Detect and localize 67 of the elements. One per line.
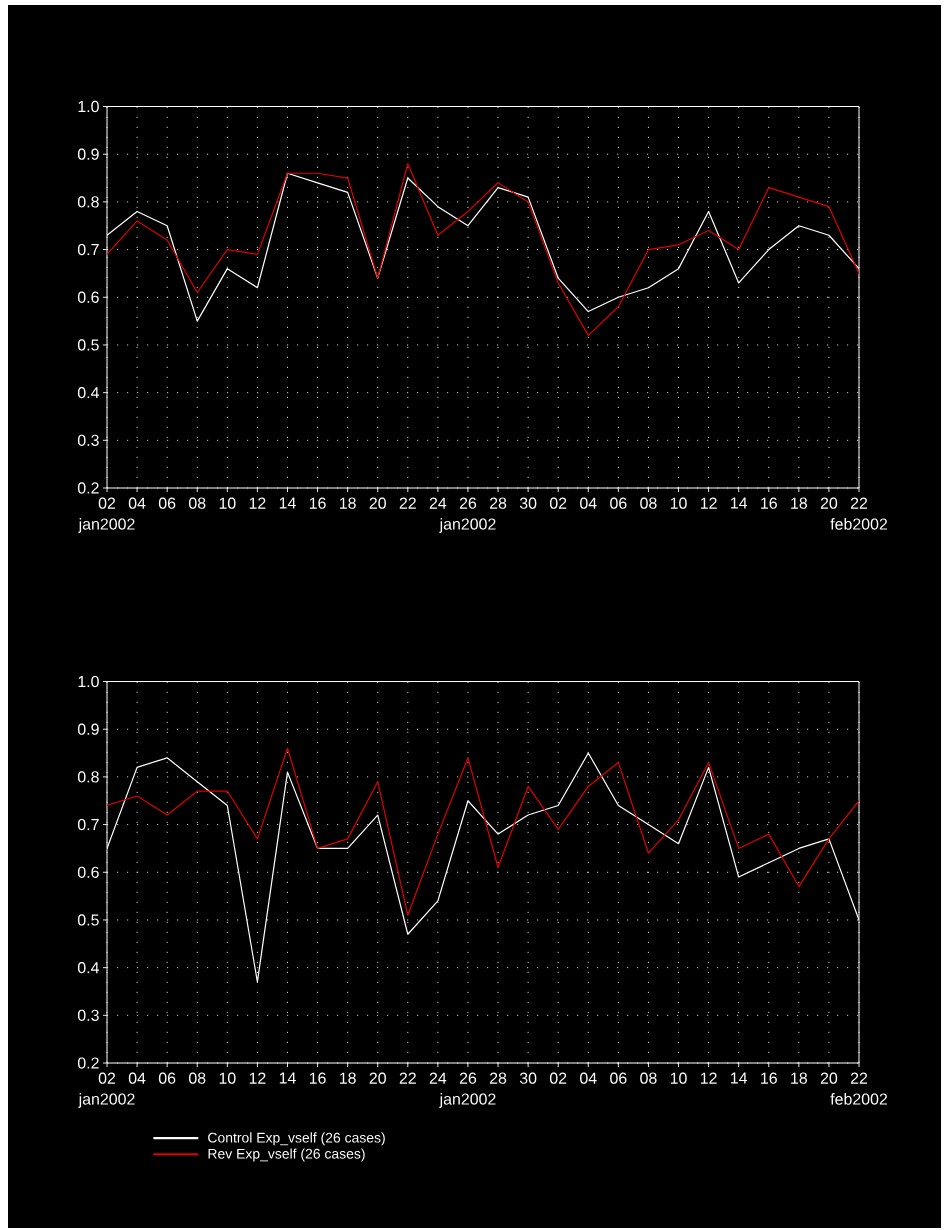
x-tick-label: 02	[549, 497, 567, 509]
x-tick-label: 24	[429, 1072, 447, 1084]
x-tick-label: 04	[580, 497, 597, 509]
y-tick-label: 0.7	[77, 243, 99, 256]
x-tick-label: 02	[549, 1072, 567, 1084]
x-tick-label: 14	[279, 497, 296, 509]
x-tick-label: 12	[700, 1072, 717, 1084]
y-tick-label: 0.3	[77, 1009, 99, 1021]
y-tick-label: 0.9	[77, 148, 99, 160]
x-tick-label: 14	[731, 497, 748, 509]
x-tick-label: 20	[369, 1072, 386, 1084]
y-tick-label: 0.8	[77, 771, 99, 783]
x-tick-label: 10	[219, 1072, 236, 1084]
x-tick-label: 04	[128, 1072, 146, 1084]
x-tick-label: 20	[820, 497, 838, 509]
y-tick-label: 0.5	[77, 914, 99, 926]
x-tick-label: 20	[820, 1072, 838, 1084]
x-tick-label: 14	[279, 1072, 296, 1084]
x-tick-label: 22	[399, 1072, 416, 1084]
x-tick-label: 16	[761, 497, 777, 509]
x-tick-label: 06	[158, 1072, 176, 1084]
y-tick-label: 1.0	[78, 675, 99, 688]
x-tick-label: 10	[670, 1072, 687, 1084]
x-tick-label: 14	[731, 1072, 748, 1084]
y-tick-label: 0.6	[77, 866, 99, 878]
x-tick-label: 08	[189, 1072, 206, 1084]
x-tick-label: 04	[580, 1072, 597, 1084]
y-tick-label: 0.2	[77, 482, 99, 494]
y-tick-label: 0.9	[77, 723, 99, 735]
x-tick-label: 12	[249, 1072, 266, 1084]
x-tick-label: 08	[189, 497, 206, 509]
y-tick-label: 0.5	[77, 339, 99, 351]
x-tick-label: 12	[700, 497, 717, 509]
y-tick-label: 0.6	[77, 291, 99, 303]
x-tick-label: 16	[309, 1072, 326, 1084]
x-tick-label: 08	[640, 497, 657, 509]
x-tick-label: 08	[640, 1072, 657, 1084]
y-tick-label: 0.8	[77, 196, 99, 208]
x-tick-label: 10	[670, 497, 687, 509]
legend-label: Rev Exp_vself (26 cases)	[208, 1148, 365, 1162]
x-tick-label: 28	[489, 1072, 507, 1084]
x-tick-label: 18	[791, 497, 808, 509]
x-tick-label: 20	[369, 497, 386, 509]
y-tick-label: 1.0	[78, 100, 99, 113]
x-tick-label: 04	[128, 497, 146, 509]
y-tick-label: 0.3	[77, 434, 99, 446]
x-tick-label: 18	[340, 497, 356, 509]
x-tick-label: 06	[610, 1072, 627, 1084]
x-tick-label: 06	[610, 497, 627, 509]
x-tick-label: 12	[249, 497, 266, 509]
x-tick-label: 24	[429, 497, 447, 509]
x-tick-label: 18	[791, 1072, 808, 1084]
x-tick-label: 16	[309, 497, 326, 509]
x-tick-label: 18	[340, 1072, 356, 1084]
x-tick-label: 30	[519, 1072, 537, 1084]
x-tick-label: 06	[158, 497, 176, 509]
line-series	[107, 747, 860, 916]
y-tick-label: 0.2	[77, 1057, 99, 1069]
x-tick-label: 30	[519, 497, 537, 509]
x-tick-label: 28	[489, 497, 507, 509]
y-tick-label: 0.7	[77, 818, 99, 831]
y-tick-label: 0.4	[77, 962, 100, 974]
x-tick-label: 22	[399, 497, 416, 509]
x-tick-label: 10	[219, 497, 236, 509]
legend-label: Control Exp_vself (26 cases)	[208, 1132, 385, 1146]
x-tick-label: 16	[761, 1072, 777, 1084]
y-tick-label: 0.4	[77, 386, 100, 399]
